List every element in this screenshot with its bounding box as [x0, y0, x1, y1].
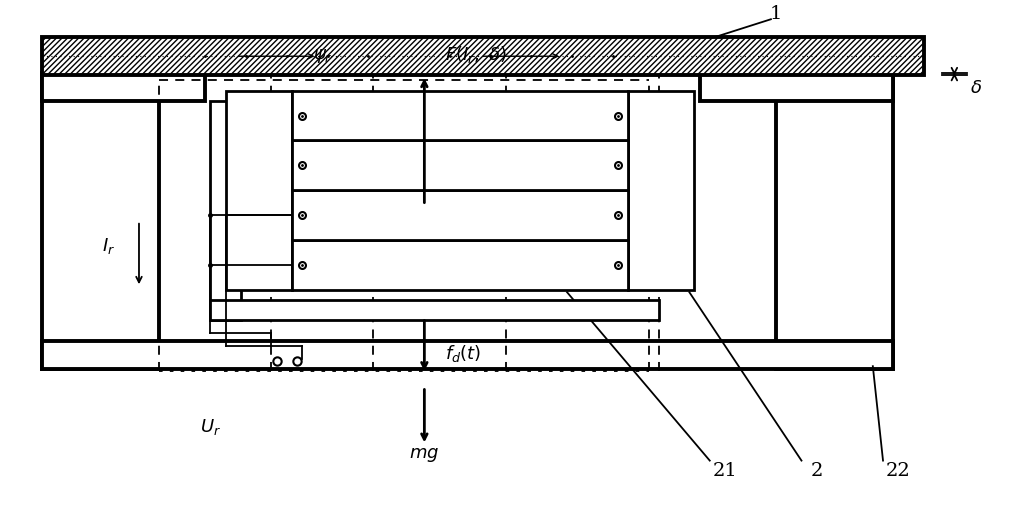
Text: $mg$: $mg$ [409, 446, 439, 464]
Bar [292, 91, 629, 141]
Text: $\delta$: $\delta$ [970, 79, 982, 97]
Bar [292, 141, 629, 190]
Text: $I_r$: $I_r$ [102, 236, 115, 256]
Text: $\psi_r$: $\psi_r$ [313, 47, 332, 65]
Bar [42, 37, 924, 75]
Text: $f_d(t)$: $f_d(t)$ [445, 343, 481, 364]
Text: 22: 22 [886, 462, 911, 480]
Text: $U_r$: $U_r$ [200, 418, 221, 438]
Text: 21: 21 [712, 462, 738, 480]
Text: 2: 2 [810, 462, 823, 480]
Bar [292, 240, 629, 290]
Text: $F(I_r,\ \delta)$: $F(I_r,\ \delta)$ [445, 44, 507, 65]
Text: 1: 1 [770, 5, 782, 23]
Bar [292, 190, 629, 240]
Bar [211, 101, 241, 320]
Bar [629, 91, 695, 290]
Bar [42, 73, 205, 101]
Bar [211, 300, 659, 320]
Bar [42, 37, 924, 75]
Bar [699, 73, 893, 101]
Bar [42, 341, 893, 369]
Bar [226, 91, 292, 290]
Bar [42, 73, 159, 369]
Bar [776, 73, 893, 369]
